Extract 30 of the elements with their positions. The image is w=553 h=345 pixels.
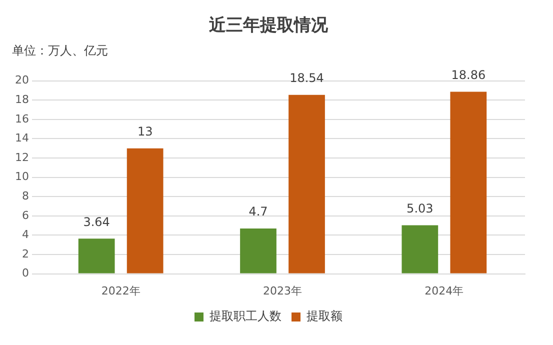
y-tick-label: 4: [22, 228, 29, 242]
x-tick-label: 2023年: [263, 284, 302, 298]
y-tick-label: 6: [22, 208, 29, 222]
legend-label: 提取职工人数: [210, 309, 282, 324]
y-tick-label: 8: [22, 189, 29, 202]
data-label: 5.03: [406, 201, 434, 216]
bar: [450, 92, 487, 274]
data-label: 13: [137, 124, 153, 138]
y-tick-label: 12: [14, 150, 29, 164]
data-label: 4.7: [248, 204, 268, 219]
y-tick-label: 2: [22, 247, 29, 260]
chart-subtitle: 单位：万人、亿元: [12, 44, 108, 58]
x-tick-label: 2022年: [101, 284, 140, 298]
y-tick-label: 0: [22, 266, 29, 280]
bar: [78, 238, 115, 274]
y-tick-label: 18: [14, 92, 29, 106]
legend-label: 提取额: [306, 309, 342, 324]
data-label: 18.86: [451, 68, 486, 82]
y-tick-label: 16: [14, 112, 29, 126]
bar: [402, 225, 438, 274]
bar: [126, 148, 164, 274]
bar: [288, 94, 325, 274]
x-tick-label: 2024年: [424, 284, 464, 298]
data-label: 18.54: [290, 71, 324, 86]
y-tick-label: 10: [14, 170, 29, 184]
chart-title: 近三年提取情况: [208, 16, 329, 36]
data-label: 3.64: [83, 214, 110, 229]
bar: [240, 228, 276, 274]
y-tick-label: 20: [14, 74, 29, 87]
y-tick-label: 14: [14, 132, 29, 145]
